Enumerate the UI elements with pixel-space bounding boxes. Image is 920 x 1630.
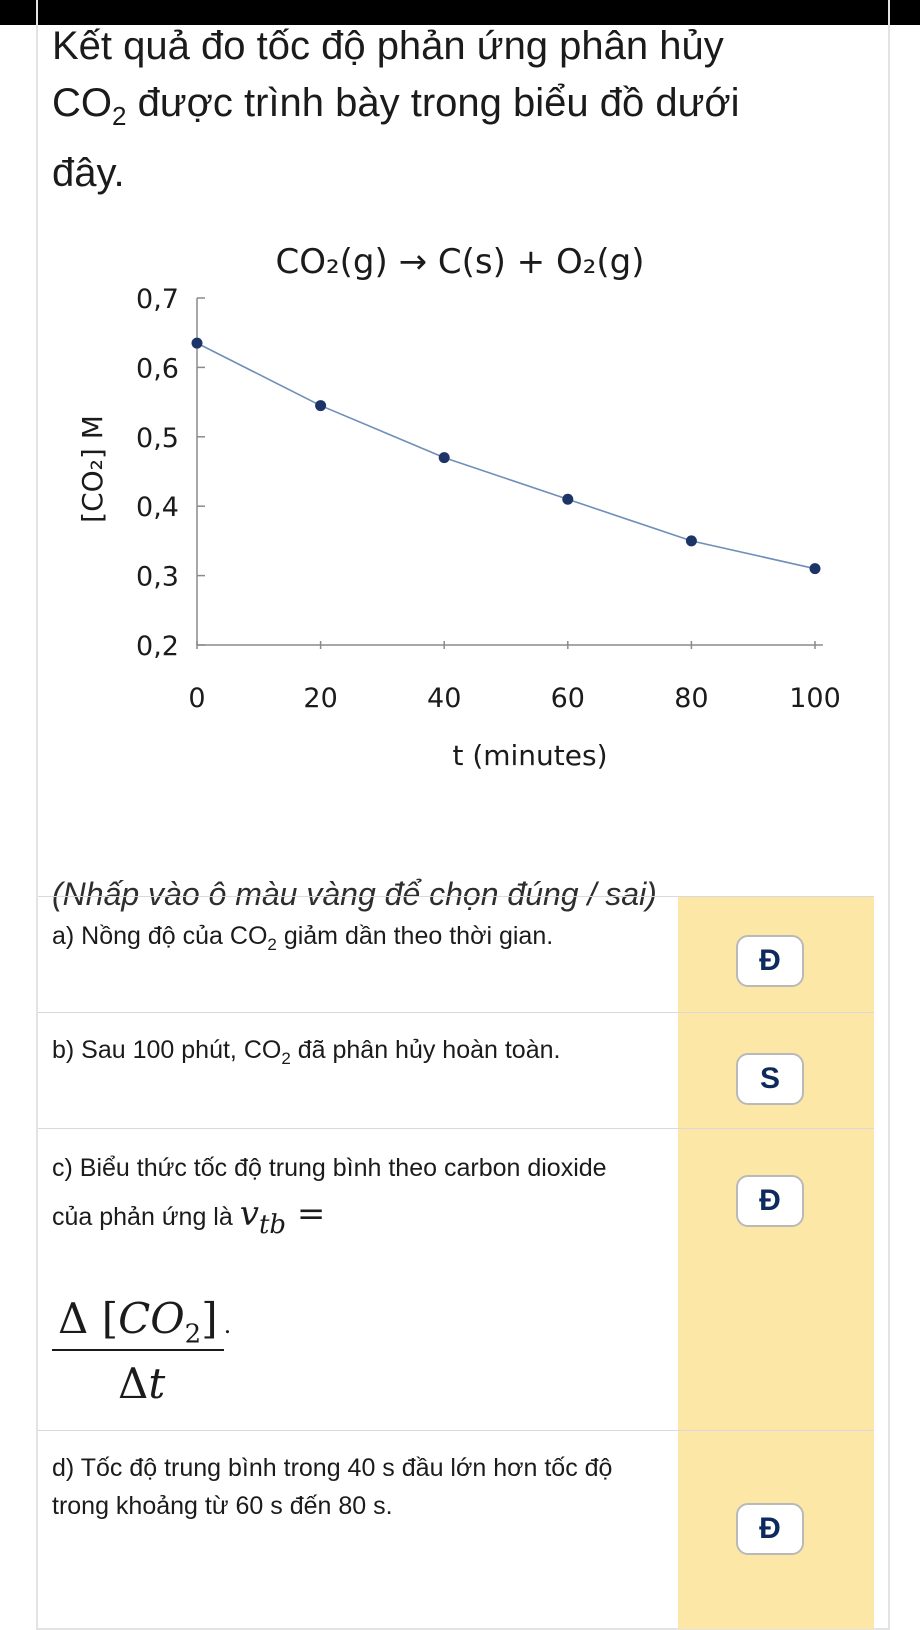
content-frame [36,0,890,1630]
intro-text: Kết quả đo tốc độ phản ứng phân hủy CO2 … [52,24,740,195]
data-point [809,563,821,575]
top-bar [0,0,920,25]
answer-cell-a[interactable]: Đ [678,897,874,1013]
statement-c-text: c) Biểu thức tốc độ trung bình theo carb… [52,1154,607,1240]
statement-row-b: b) Sau 100 phút, CO2 đã phân hủy hoàn to… [38,1012,874,1129]
statement-d-text: d) Tốc độ trung bình trong 40 s đầu lớn … [52,1454,613,1520]
instruction-text: (Nhấp vào ô màu vàng để chọn đúng / sai) [52,876,657,912]
data-point [562,493,574,505]
statement-row-d: d) Tốc độ trung bình trong 40 s đầu lớn … [38,1430,874,1629]
y-axis-label: [CO₂] M [76,415,109,523]
statement-a-text: a) Nồng độ của CO2 giảm dần theo thời gi… [52,922,554,954]
data-point [685,535,697,547]
x-tick-label: 60 [551,683,585,714]
x-tick-label: 0 [188,683,205,714]
chart-axes: 0,2 0,3 0,4 0,5 0,6 0,7 0 20 40 60 80 100 [136,284,841,714]
answer-cell-c[interactable]: Đ [678,1129,874,1431]
x-tick-label: 20 [303,683,337,714]
statement-row-c: c) Biểu thức tốc độ trung bình theo carb… [38,1128,874,1431]
y-tick-label: 0,5 [136,423,179,454]
fraction-numerator: Δ [CO2] [52,1294,224,1352]
answer-cell-d[interactable]: Đ [678,1431,874,1629]
data-point [315,400,327,412]
answer-toggle-b[interactable]: S [736,1053,804,1105]
y-tick-label: 0,2 [136,631,179,662]
series-line [196,342,816,570]
x-tick-label: 100 [789,683,841,714]
answer-toggle-d[interactable]: Đ [736,1503,804,1555]
y-tick-label: 0,3 [136,562,179,593]
chart-title: CO₂(g) → C(s) + O₂(g) [276,242,645,282]
x-tick-label: 80 [674,683,708,714]
data-point [191,337,203,349]
rate-fraction: Δ [CO2]. Δt [52,1294,231,1408]
x-tick-label: 40 [427,683,461,714]
answer-toggle-c[interactable]: Đ [736,1175,804,1227]
x-axis-label: t (minutes) [452,739,607,772]
data-point [438,452,450,464]
chart-marks [191,337,821,575]
concentration-chart: CO₂(g) → C(s) + O₂(g) 0,2 0,3 0,4 0,5 0,6 0,7… [76,242,841,772]
fraction-denominator: Δt [118,1359,166,1409]
statement-b-text: b) Sau 100 phút, CO2 đã phân hủy hoàn to… [52,1036,561,1068]
y-tick-label: 0,6 [136,353,179,384]
answer-cell-b[interactable]: S [678,1013,874,1129]
y-tick-label: 0,4 [136,492,179,523]
y-tick-label: 0,7 [136,284,179,315]
answer-toggle-a[interactable]: Đ [736,935,804,987]
statement-row-a: a) Nồng độ của CO2 giảm dần theo thời gi… [38,896,874,1013]
